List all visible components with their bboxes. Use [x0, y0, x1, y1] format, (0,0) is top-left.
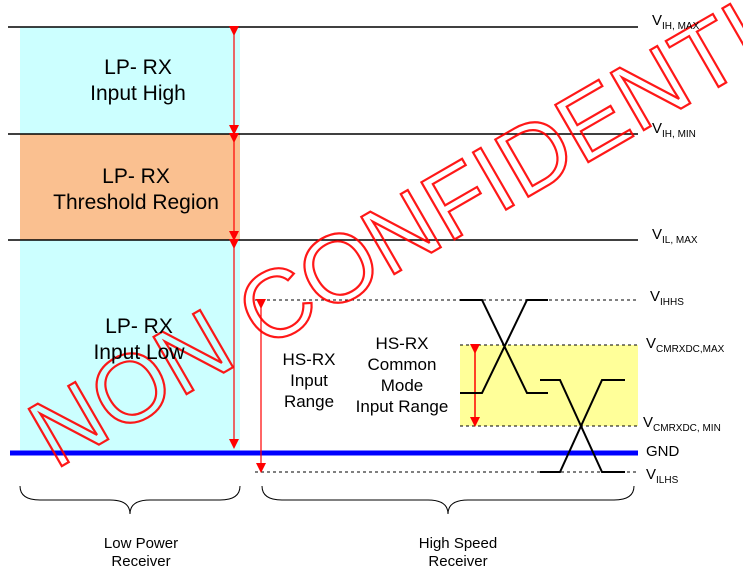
vih-min-label: VIH, MIN [652, 120, 696, 140]
vilhs-label: VILHS [646, 466, 679, 486]
lp-input-low-label: LP- RX Input Low [93, 315, 185, 364]
vihhs-label: VIHHS [650, 288, 684, 308]
hs-common-mode-region [460, 345, 638, 426]
high-speed-brace [261, 485, 635, 515]
lp-input-low-region [20, 240, 240, 453]
lp-threshold-label: LP- RX Threshold Region [53, 165, 219, 214]
lp-threshold-region [20, 134, 240, 240]
vcm-min-label: VCMRXDC, MIN [643, 414, 721, 434]
low-power-receiver-label: Low Power Receiver [103, 535, 179, 570]
lp-input-high-label: LP- RX Input High [90, 56, 186, 105]
low-power-brace [19, 485, 241, 515]
vih-max-label: VIH, MAX [652, 12, 700, 32]
hs-common-mode-label: HS-RX Common Mode Input Range [355, 334, 449, 416]
lp-input-high-region [20, 27, 240, 134]
vcm-max-label: VCMRXDC,MAX [646, 335, 725, 355]
high-speed-receiver-label: High Speed Receiver [418, 535, 498, 570]
vil-max-label: VIL, MAX [652, 226, 698, 246]
gnd-label: GND [646, 443, 680, 460]
hs-signal-crossing-lower [540, 379, 625, 473]
hs-input-range-label: HS-RX Input Range [282, 350, 336, 411]
hs-signal-crossing-upper [460, 299, 548, 394]
